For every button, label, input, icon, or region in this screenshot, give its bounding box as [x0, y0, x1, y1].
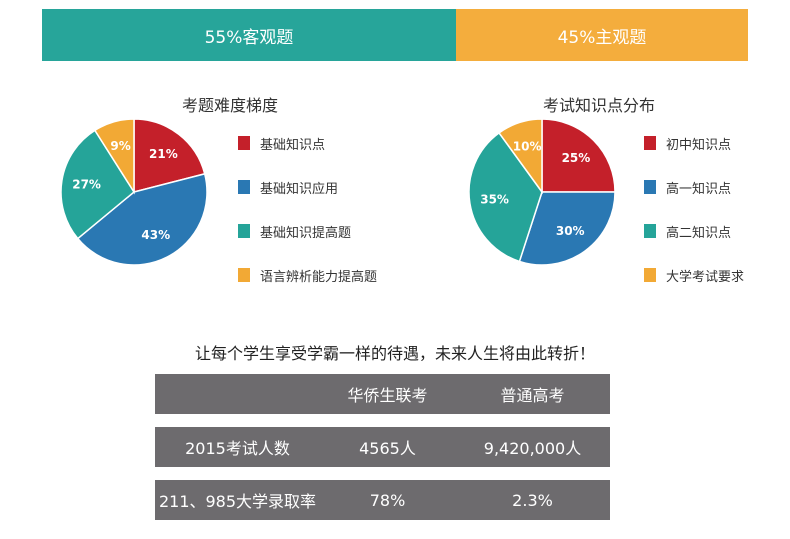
legend-label: 初中知识点 [666, 137, 732, 153]
table-header-cell [155, 374, 320, 414]
pie-slice [468, 131, 543, 263]
legend-item: 基础知识应用 [238, 176, 377, 198]
legend-swatch [644, 180, 656, 194]
legend-label: 高二知识点 [666, 225, 732, 241]
legend-item: 大学考试要求 [644, 264, 744, 286]
table-header-cell: 普通高考 [500, 386, 565, 405]
subjective-segment: 45%主观题 [456, 9, 748, 61]
pie-slice [60, 129, 135, 240]
pie-slice-label: 10% [513, 139, 542, 153]
legend-item: 语言辨析能力提高题 [238, 264, 377, 286]
legend-swatch [238, 224, 250, 238]
comparison-table: 华侨生联考 普通高考 2015考试人数 4565人 9,420,000人 211… [155, 374, 610, 520]
legend-label: 语言辨析能力提高题 [260, 269, 378, 285]
table-cell: 9,420,000人 [483, 439, 582, 458]
legend-label: 高一知识点 [666, 181, 732, 197]
pie-slice-label: 9% [110, 139, 130, 153]
legend-swatch [644, 224, 656, 238]
legend-swatch [238, 268, 250, 282]
difficulty-chart-title: 考题难度梯度 [182, 96, 279, 115]
table-cell: 211、985大学录取率 [158, 492, 317, 511]
legend-item: 高一知识点 [644, 176, 744, 198]
pie-slice-label: 21% [149, 147, 178, 161]
objective-segment: 55%客观题 [42, 9, 456, 61]
difficulty-chart-legend: 基础知识点基础知识应用 基础知识提高题语言辨析能力提高题 [238, 132, 377, 308]
pie-slice [498, 118, 543, 195]
legend-item: 基础知识提高题 [238, 220, 377, 242]
table-cell: 4565人 [359, 439, 416, 458]
legend-swatch [644, 136, 656, 150]
pie-slice [76, 172, 208, 266]
table-cell: 2.3% [512, 490, 553, 510]
pie-slice-label: 25% [562, 151, 591, 165]
pie-slice-label: 30% [556, 224, 585, 238]
legend-item: 基础知识点 [238, 132, 377, 154]
difficulty-chart-panel: 考题难度梯度 21% 43% 27% 9% 基础知识点基础知识应用 基础知识提高题语言辨… [40, 92, 400, 317]
knowledge-pie-chart: 25% 30% 35% 10% [468, 118, 616, 266]
legend-item: 高二知识点 [644, 220, 744, 242]
pie-slice [133, 118, 206, 193]
table-row: 211、985大学录取率 78% 2.3% [155, 480, 610, 520]
table-row: 2015考试人数 4565人 9,420,000人 [155, 427, 610, 467]
legend-label: 基础知识提高题 [260, 225, 352, 241]
slogan-text: 让每个学生享受学霸一样的待遇，未来人生将由此转折！ [194, 344, 595, 363]
legend-label: 基础知识点 [260, 137, 326, 153]
legend-label: 基础知识应用 [260, 181, 339, 197]
table-header-cell: 华侨生联考 [347, 386, 428, 405]
legend-swatch [238, 136, 250, 150]
table-header-row: 华侨生联考 普通高考 [155, 374, 610, 414]
knowledge-chart-panel: 考试知识点分布 25% 30% 35% 10% 初中知识点高一知识点高二知识点大学考试… [440, 92, 790, 317]
pie-slice [541, 118, 616, 193]
table-cell: 78% [369, 490, 406, 510]
table-cell: 2015考试人数 [185, 439, 290, 458]
pie-slice-label: 43% [141, 228, 170, 242]
legend-item: 初中知识点 [644, 132, 744, 154]
legend-swatch [644, 268, 656, 282]
difficulty-pie-chart: 21% 43% 27% 9% [60, 118, 208, 266]
knowledge-chart-title: 考试知识点分布 [543, 96, 656, 115]
legend-swatch [238, 180, 250, 194]
pie-slice [518, 191, 616, 266]
pie-slice-label: 35% [480, 193, 509, 207]
pie-slice [93, 118, 135, 195]
pie-slice-label: 27% [72, 177, 101, 191]
question-type-ratio-bar: 55%客观题 45%主观题 [42, 9, 748, 61]
knowledge-chart-legend: 初中知识点高一知识点高二知识点大学考试要求 [644, 132, 744, 308]
legend-label: 大学考试要求 [666, 269, 745, 285]
